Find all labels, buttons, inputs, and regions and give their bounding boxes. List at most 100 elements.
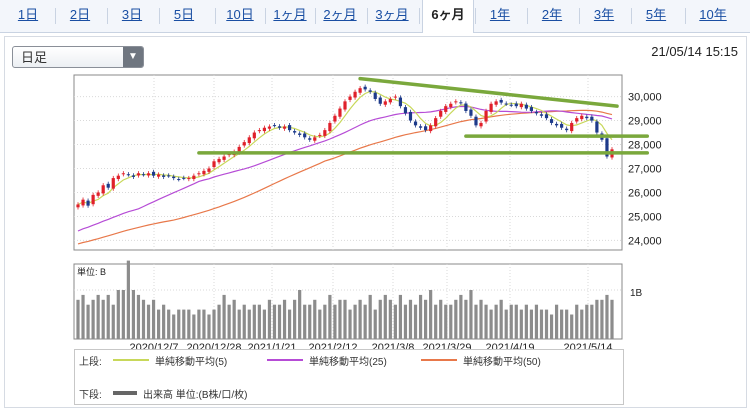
- volume-bar: [313, 299, 317, 339]
- tab-12[interactable]: 3年: [593, 7, 615, 22]
- volume-bar: [534, 304, 539, 339]
- volume-bar: [610, 299, 614, 339]
- volume-bar: [227, 304, 231, 339]
- volume-bar: [252, 304, 256, 339]
- volume-bar: [393, 304, 397, 339]
- volume-bar: [580, 309, 584, 339]
- volume-bar: [378, 299, 382, 339]
- candle-body: [514, 103, 518, 107]
- volume-bar: [242, 304, 246, 339]
- volume-bar: [418, 294, 423, 339]
- tab-13[interactable]: 5年: [645, 7, 667, 22]
- price-tick-label: 29,000: [628, 116, 662, 128]
- volume-bar: [474, 304, 478, 339]
- legend-ma25: 単純移動平均(25): [309, 357, 387, 368]
- candle-body: [257, 130, 261, 132]
- candle-body: [136, 173, 141, 176]
- candle-body: [504, 103, 508, 105]
- volume-bar: [303, 304, 307, 339]
- price-tick-label: 28,000: [628, 140, 662, 152]
- volume-bar: [570, 314, 574, 339]
- volume-bar: [439, 299, 443, 339]
- candle-body: [192, 175, 196, 180]
- tab-8[interactable]: 3ヶ月: [375, 7, 409, 22]
- tab-7[interactable]: 2ヶ月: [323, 7, 357, 22]
- candle-period-select[interactable]: 日足 ▼: [12, 46, 144, 68]
- last-update-timestamp: 21/05/14 15:15: [651, 44, 738, 59]
- candle-period-value: 日足: [21, 50, 48, 65]
- legend-ma25-swatch: [267, 359, 303, 361]
- trendline: [358, 76, 619, 108]
- candle-body: [272, 125, 277, 127]
- candle-body: [131, 175, 136, 177]
- candle-body: [408, 111, 413, 121]
- candle-body: [444, 106, 448, 112]
- candle-body: [207, 168, 211, 172]
- candlesticks: [76, 84, 614, 210]
- tab-6[interactable]: 1ヶ月: [273, 7, 307, 22]
- candle-body: [393, 96, 397, 98]
- tab-3[interactable]: 3日: [121, 7, 143, 22]
- volume-bar: [172, 314, 176, 339]
- candle-body: [252, 132, 256, 139]
- volume-bar: [298, 290, 302, 339]
- candle-body: [499, 99, 503, 103]
- candle-body: [368, 90, 372, 92]
- tab-separator: [315, 8, 316, 24]
- candle-body: [282, 126, 287, 129]
- candle-body: [101, 185, 105, 194]
- candle-body: [177, 179, 181, 181]
- ma5-path: [77, 90, 613, 206]
- volume-bar: [590, 304, 594, 339]
- legend-volume: 出来高 単位:(B株/口/枚): [143, 390, 248, 401]
- candle-body: [343, 101, 347, 110]
- candle-body: [222, 156, 226, 160]
- volume-bar: [287, 309, 292, 339]
- volume-bar: [363, 304, 367, 339]
- volume-bar: [424, 299, 428, 339]
- tab-1[interactable]: 1日: [17, 7, 39, 22]
- candle-body: [353, 91, 357, 98]
- candle-body: [469, 109, 473, 116]
- price-tick-label: 24,000: [628, 235, 662, 247]
- candle-body: [383, 101, 387, 105]
- candle-body: [151, 171, 156, 176]
- legend-volume-swatch: [113, 391, 137, 395]
- volume-bar: [111, 304, 115, 339]
- volume-bar: [121, 290, 125, 339]
- volume-bar: [222, 294, 226, 339]
- candle-body: [212, 161, 216, 168]
- tab-9[interactable]: 6ヶ月: [422, 0, 474, 33]
- candle-body: [313, 137, 317, 141]
- candle-body: [146, 173, 151, 176]
- tab-10[interactable]: 1年: [489, 7, 511, 22]
- volume-bar: [348, 309, 352, 339]
- volume-bar: [464, 299, 468, 339]
- tab-14[interactable]: 10年: [699, 7, 727, 22]
- tab-11[interactable]: 2年: [541, 7, 563, 22]
- candle-body: [554, 123, 559, 126]
- volume-bar: [585, 304, 589, 339]
- volume-bar: [484, 304, 488, 339]
- volume-bar: [106, 294, 110, 339]
- candle-body: [328, 122, 332, 132]
- volume-bar: [257, 304, 261, 339]
- candle-body: [333, 115, 337, 122]
- candle-body: [539, 114, 544, 116]
- candle-body: [111, 178, 115, 189]
- tab-5[interactable]: 10日: [226, 7, 254, 22]
- tab-separator: [215, 8, 216, 24]
- candle-body: [162, 175, 166, 177]
- volume-bar: [282, 299, 287, 339]
- tab-4[interactable]: 5日: [173, 7, 195, 22]
- volume-bar: [96, 294, 100, 339]
- tab-2[interactable]: 2日: [69, 7, 91, 22]
- chevron-down-icon[interactable]: ▼: [123, 47, 143, 67]
- candle-body: [398, 97, 403, 107]
- candle-body: [403, 107, 408, 114]
- volume-bar: [131, 290, 136, 339]
- candle-body: [308, 138, 312, 140]
- volume-bar: [182, 309, 186, 339]
- volume-bar: [91, 299, 95, 339]
- candle-body: [182, 177, 186, 179]
